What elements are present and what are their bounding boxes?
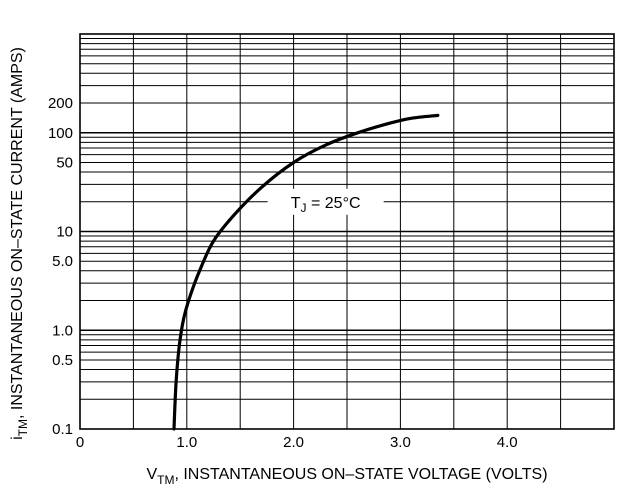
y-tick-label-2: 1.0 — [52, 322, 73, 339]
y-tick-labels: 0.1 0.5 1.0 5.0 10 50 100 200 — [48, 95, 73, 438]
x-tick-label-4: 4.0 — [497, 434, 518, 451]
y-tick-label-3: 5.0 — [52, 253, 73, 270]
x-tick-label-0: 0 — [76, 434, 84, 451]
grid-lines — [80, 34, 614, 429]
y-tick-label-0: 0.1 — [52, 421, 73, 438]
annotation-text: TJ = 25°C — [291, 195, 361, 215]
annotation-background — [267, 188, 384, 215]
y-tick-label-7: 200 — [48, 95, 73, 112]
y-axis-title: iTM, INSTANTANEOUS ON–STATE CURRENT (AMP… — [9, 47, 30, 440]
series-line — [172, 113, 440, 431]
y-tick-label-5: 50 — [56, 154, 73, 171]
x-tick-label-2: 2.0 — [283, 434, 304, 451]
y-tick-label-4: 10 — [56, 224, 73, 241]
x-tick-label-3: 3.0 — [390, 434, 411, 451]
annotation-tj: TJ = 25°C — [267, 188, 384, 215]
plot-frame — [79, 33, 615, 430]
y-tick-label-6: 100 — [48, 125, 73, 142]
x-tick-labels: 0 1.0 2.0 3.0 4.0 — [76, 434, 518, 451]
y-tick-label-1: 0.5 — [52, 352, 73, 369]
x-tick-label-1: 1.0 — [176, 434, 197, 451]
x-axis-title: VTM, INSTANTANEOUS ON–STATE VOLTAGE (VOL… — [146, 466, 547, 487]
